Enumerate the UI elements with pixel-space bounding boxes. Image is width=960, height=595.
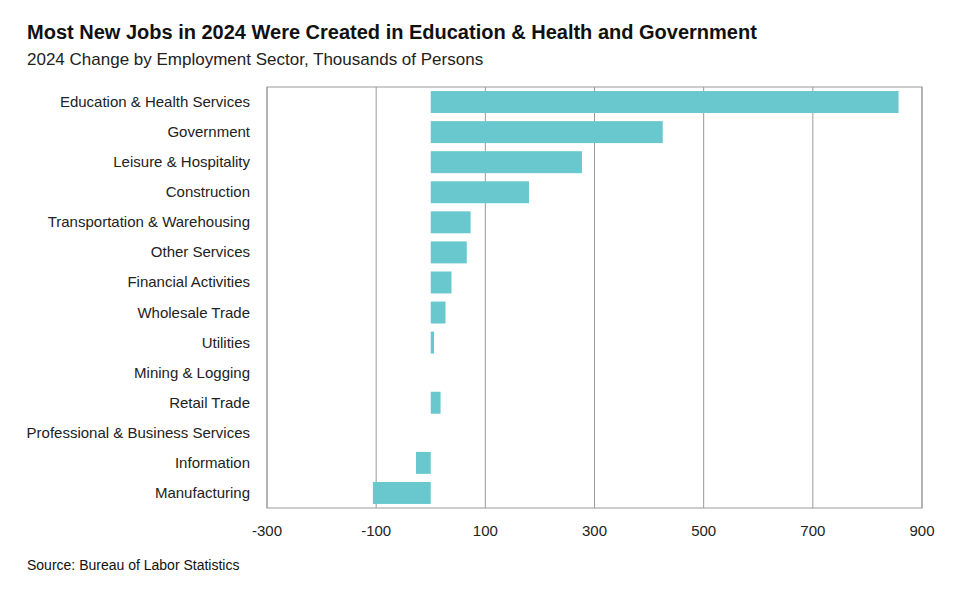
bar xyxy=(431,332,434,354)
x-tick-label: 100 xyxy=(473,522,498,539)
x-tick-label: 300 xyxy=(582,522,607,539)
category-label: Mining & Logging xyxy=(134,364,250,381)
x-tick-label: 500 xyxy=(691,522,716,539)
chart-container: Most New Jobs in 2024 Were Created in Ed… xyxy=(0,0,960,595)
bar xyxy=(431,302,446,324)
bar xyxy=(431,271,452,293)
grid-line xyxy=(703,87,704,508)
bar xyxy=(430,422,431,444)
title: Most New Jobs in 2024 Were Created in Ed… xyxy=(27,21,757,43)
category-label: Financial Activities xyxy=(127,273,250,290)
bar xyxy=(431,151,582,173)
category-label: Transportation & Warehousing xyxy=(48,213,250,230)
bars xyxy=(373,91,899,504)
subtitle: 2024 Change by Employment Sector, Thousa… xyxy=(27,50,483,69)
bar xyxy=(431,211,471,233)
x-tick-label: 700 xyxy=(800,522,825,539)
x-tick-label: 900 xyxy=(909,522,934,539)
category-label: Construction xyxy=(166,183,250,200)
category-label: Information xyxy=(175,454,250,471)
bar xyxy=(416,452,431,474)
chart-svg: Most New Jobs in 2024 Were Created in Ed… xyxy=(0,0,960,595)
grid-line xyxy=(594,87,595,508)
category-label: Professional & Business Services xyxy=(27,424,250,441)
category-label: Other Services xyxy=(151,243,250,260)
category-label: Government xyxy=(167,123,250,140)
category-label: Retail Trade xyxy=(169,394,250,411)
category-label: Leisure & Hospitality xyxy=(113,153,250,170)
plot-frame xyxy=(267,87,922,508)
bar xyxy=(431,91,899,113)
category-label: Manufacturing xyxy=(155,484,250,501)
bar xyxy=(431,181,529,203)
bar xyxy=(373,482,431,504)
bar xyxy=(430,362,431,384)
bar xyxy=(431,392,441,414)
category-label: Wholesale Trade xyxy=(137,304,250,321)
x-tick-label: -300 xyxy=(252,522,282,539)
grid-line xyxy=(812,87,813,508)
source: Source: Bureau of Labor Statistics xyxy=(27,557,239,573)
grid xyxy=(267,87,922,508)
x-tick-label: -100 xyxy=(361,522,391,539)
bar xyxy=(431,121,663,143)
category-label: Utilities xyxy=(202,334,250,351)
category-label: Education & Health Services xyxy=(60,93,250,110)
bar xyxy=(431,241,467,263)
grid-line xyxy=(376,87,377,508)
grid-line xyxy=(485,87,486,508)
